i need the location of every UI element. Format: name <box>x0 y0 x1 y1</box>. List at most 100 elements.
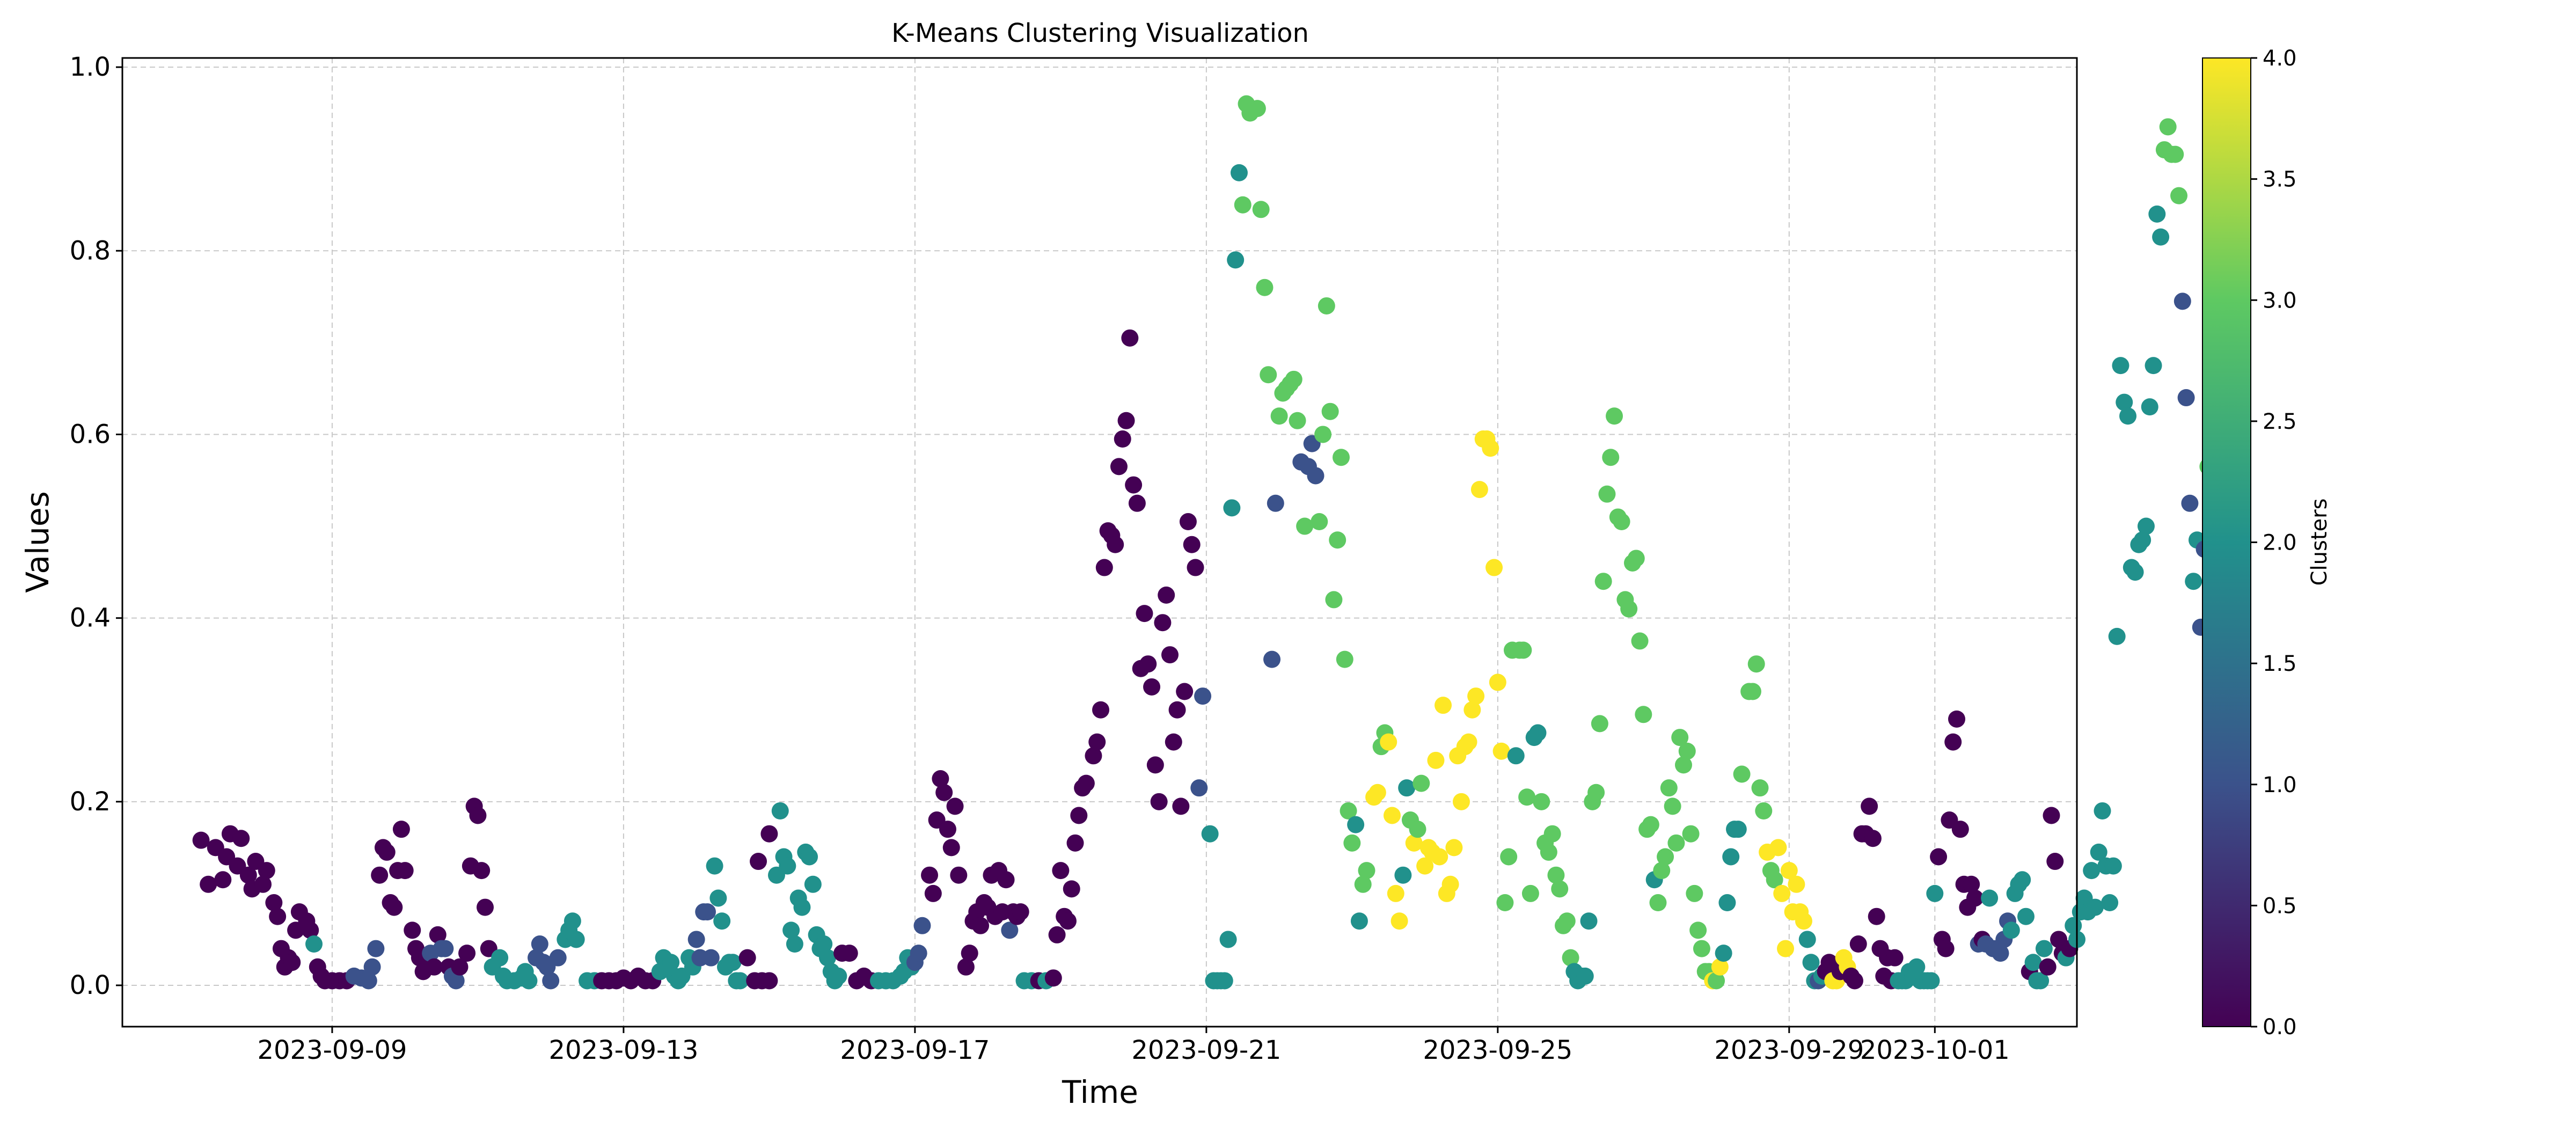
data-point-332 <box>1606 407 1623 425</box>
data-point-49 <box>425 958 443 976</box>
data-point-489 <box>2181 494 2199 512</box>
data-point-228 <box>1219 931 1237 948</box>
data-point-370 <box>1747 655 1765 673</box>
data-point-314 <box>1540 843 1557 861</box>
data-point-488 <box>2177 389 2195 407</box>
data-point-267 <box>1368 784 1386 801</box>
data-point-198 <box>1107 536 1124 553</box>
data-point-440 <box>2002 921 2020 939</box>
data-point-451 <box>2043 807 2060 824</box>
colorbar-tick-label-2: 1.0 <box>2263 773 2297 797</box>
data-point-137 <box>830 967 847 985</box>
x-axis-label: Time <box>1062 1074 1138 1110</box>
data-point-101 <box>687 931 705 948</box>
data-point-468 <box>2104 857 2122 875</box>
data-point-113 <box>731 972 749 990</box>
data-point-425 <box>1948 710 1966 728</box>
data-point-293 <box>1463 701 1481 719</box>
data-point-156 <box>932 770 949 788</box>
data-point-328 <box>1591 715 1608 733</box>
data-point-414 <box>1908 958 1926 976</box>
data-point-123 <box>779 857 796 875</box>
data-point-446 <box>2024 954 2042 971</box>
data-point-344 <box>1649 894 1667 912</box>
colorbar-tick-label-0: 0.0 <box>2263 1015 2297 1040</box>
data-point-56 <box>451 958 469 976</box>
data-point-284 <box>1431 848 1448 866</box>
data-point-256 <box>1325 591 1343 609</box>
data-point-352 <box>1678 742 1696 760</box>
data-point-307 <box>1514 641 1532 659</box>
data-point-353 <box>1682 825 1700 843</box>
data-point-450 <box>2039 958 2057 976</box>
data-point-60 <box>469 807 487 824</box>
data-point-402 <box>1864 830 1882 847</box>
colorbar-tick-label-3: 1.5 <box>2263 652 2297 676</box>
data-point-287 <box>1441 875 1459 893</box>
data-point-252 <box>1311 513 1328 531</box>
data-point-403 <box>1868 908 1885 925</box>
data-point-235 <box>1248 100 1266 118</box>
data-point-8 <box>239 866 257 884</box>
data-point-81 <box>567 931 585 948</box>
data-point-114 <box>738 949 756 967</box>
data-point-50 <box>429 926 447 943</box>
x-tick-label-3: 2023-09-21 <box>1131 1035 1281 1065</box>
data-point-43 <box>404 921 421 939</box>
data-point-12 <box>258 862 275 880</box>
data-point-209 <box>1146 756 1164 774</box>
data-point-301 <box>1492 742 1510 760</box>
data-point-3 <box>214 871 232 889</box>
data-point-237 <box>1256 279 1274 296</box>
data-point-71 <box>520 972 538 990</box>
data-point-486 <box>2170 187 2188 204</box>
data-point-195 <box>1095 559 1113 576</box>
data-point-334 <box>1613 513 1630 531</box>
data-point-429 <box>1963 875 1980 893</box>
data-point-236 <box>1252 201 1270 218</box>
data-point-449 <box>2035 940 2053 957</box>
colorbar-ticks: 0.0 0.5 1.0 1.5 2.0 2.5 3.0 3.5 4.0 <box>2251 46 2297 1040</box>
data-point-7 <box>232 830 250 847</box>
data-point-77 <box>549 949 567 967</box>
data-point-280 <box>1416 857 1434 875</box>
data-point-467 <box>2101 894 2119 912</box>
data-point-275 <box>1398 779 1416 797</box>
data-point-379 <box>1780 862 1798 880</box>
data-point-14 <box>269 908 287 925</box>
data-point-398 <box>1849 935 1867 953</box>
data-point-324 <box>1576 967 1594 985</box>
data-point-258 <box>1332 449 1350 466</box>
data-point-154 <box>924 884 942 902</box>
data-point-448 <box>2032 972 2050 990</box>
data-point-229 <box>1223 499 1241 517</box>
data-point-208 <box>1143 678 1161 696</box>
data-point-254 <box>1318 297 1335 314</box>
data-point-434 <box>1981 889 1999 907</box>
data-point-221 <box>1190 779 1208 797</box>
data-point-212 <box>1158 586 1175 604</box>
colorbar-tick-label-7: 3.5 <box>2263 167 2297 192</box>
data-point-1 <box>200 875 217 893</box>
data-point-186 <box>1059 912 1077 930</box>
colorbar <box>2202 57 2251 1027</box>
data-point-479 <box>2145 357 2162 375</box>
data-point-261 <box>1343 834 1361 852</box>
chart-title: K-Means Clustering Visualization <box>891 18 1309 48</box>
data-point-210 <box>1150 793 1168 810</box>
data-point-311 <box>1529 724 1547 742</box>
data-point-201 <box>1117 412 1135 429</box>
x-tick-label-2: 2023-09-17 <box>840 1035 990 1065</box>
data-point-119 <box>760 825 778 843</box>
data-point-133 <box>815 935 833 953</box>
data-point-13 <box>265 894 283 912</box>
data-point-480 <box>2148 205 2166 223</box>
data-point-18 <box>283 954 301 971</box>
data-point-469 <box>2108 627 2126 645</box>
data-point-366 <box>1729 821 1747 838</box>
data-point-245 <box>1285 370 1302 388</box>
data-point-157 <box>935 784 953 801</box>
data-point-452 <box>2046 853 2064 870</box>
data-point-472 <box>2119 407 2137 425</box>
